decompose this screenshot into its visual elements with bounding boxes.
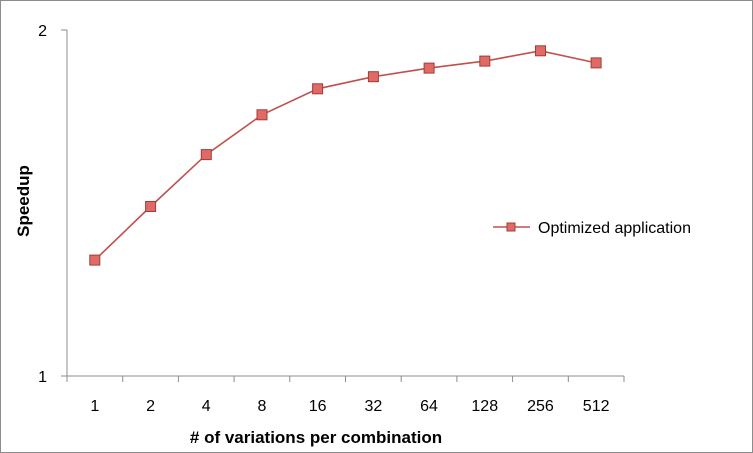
x-axis-title: # of variations per combination [190,428,442,447]
x-tick-label: 128 [471,398,498,415]
x-tick-label: 8 [257,398,266,415]
y-tick-label: 1 [38,369,47,386]
x-tick-label: 4 [202,398,211,415]
series-layer [89,45,602,266]
x-tick-label: 2 [146,398,155,415]
series-line [94,49,597,261]
data-point-marker [145,201,157,212]
x-tick-label: 16 [309,398,327,415]
data-point-marker [479,55,491,67]
x-tick-label: 512 [583,398,610,415]
data-point-marker [312,83,324,95]
data-point-marker [89,254,101,266]
x-tick-label: 1 [90,398,99,415]
x-tick-label: 32 [364,398,382,415]
legend-marker [506,222,516,232]
legend: Optimized application [493,220,691,237]
data-point-marker [535,45,546,57]
data-point-marker [423,62,435,74]
x-tick-label: 64 [420,398,438,415]
legend-label: Optimized application [538,220,691,237]
data-point-marker [200,149,212,161]
data-point-marker [590,57,602,69]
y-tick-label: 2 [38,23,47,40]
x-tick-label: 256 [527,398,554,415]
axes: 1 2 1 2 4 8 16 32 64 128 256 512 [38,23,625,415]
y-axis-title: Speedup [14,165,33,237]
data-point-marker [256,109,268,121]
data-point-marker [367,71,379,83]
